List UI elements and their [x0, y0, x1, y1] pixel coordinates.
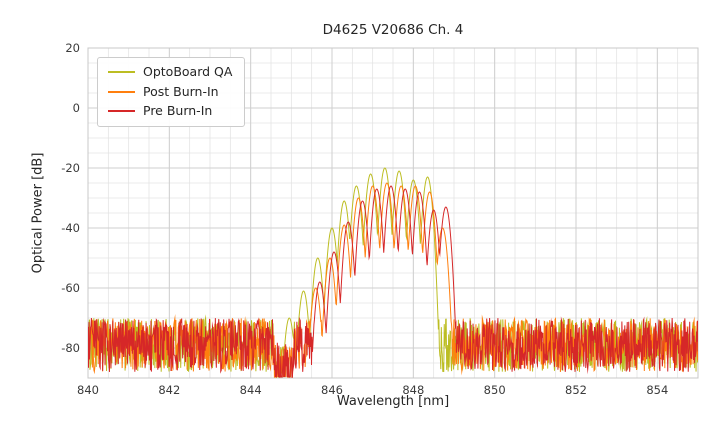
- y-tick-label: -20: [61, 161, 80, 175]
- legend-line-swatch: [108, 71, 135, 74]
- x-tick-label: 852: [565, 383, 587, 397]
- legend-label: Pre Burn-In: [143, 103, 213, 118]
- x-tick-label: 850: [483, 383, 506, 397]
- legend-label: Post Burn-In: [143, 83, 219, 99]
- x-tick-label: 842: [158, 383, 181, 397]
- legend: OptoBoard QA Post Burn-In Pre Burn-In: [97, 57, 246, 127]
- y-tick-label: 0: [72, 101, 80, 115]
- x-tick-label: 846: [321, 383, 343, 397]
- x-axis-label: Wavelength [nm]: [336, 394, 450, 409]
- legend-item: OptoBoard QA: [108, 64, 233, 79]
- x-tick-label: 848: [402, 383, 425, 397]
- legend-line-swatch: [108, 110, 135, 113]
- legend-label: OptoBoard QA: [143, 64, 233, 79]
- legend-line-swatch: [108, 90, 135, 93]
- y-tick-label: -80: [61, 341, 80, 355]
- y-tick-label: -60: [61, 281, 80, 295]
- y-tick-label: -40: [61, 221, 80, 235]
- legend-item: Pre Burn-In: [108, 103, 232, 118]
- chart-title: D4625 V20686 Ch. 4: [322, 22, 464, 38]
- x-tick-label: 854: [646, 383, 669, 397]
- x-tick-label: 844: [239, 383, 262, 397]
- legend-item: Post Burn-In: [108, 83, 232, 99]
- y-tick-label: 20: [65, 41, 80, 55]
- x-tick-label: 840: [77, 383, 99, 397]
